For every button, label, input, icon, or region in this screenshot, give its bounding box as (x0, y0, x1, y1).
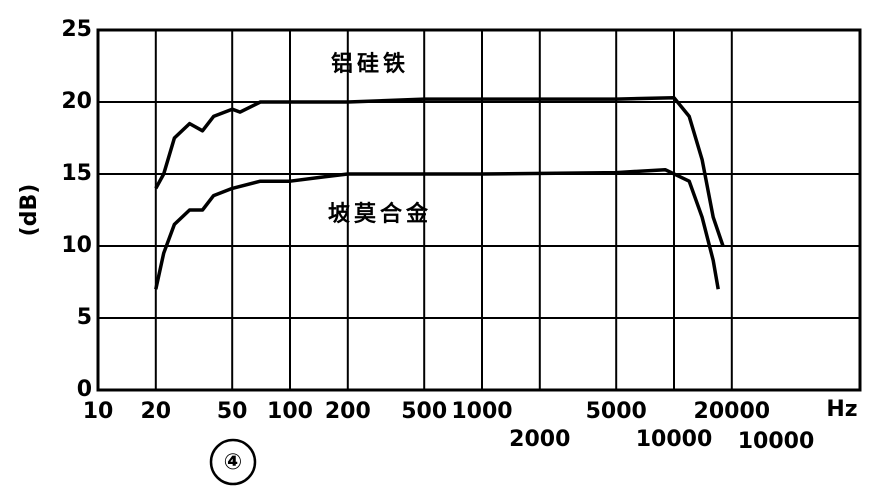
y-tick-label: 25 (61, 17, 92, 42)
x-tick-label: 20000 (694, 399, 771, 424)
x-tick-label: 100 (267, 399, 313, 424)
x-axis-label: Hz (826, 397, 857, 422)
x-tick-label: 10000 (636, 427, 713, 452)
circle (209, 438, 257, 486)
x-tick-label: 10 (83, 399, 114, 424)
x-tick-label: 50 (217, 399, 248, 424)
series-label: 坡莫合金 (328, 201, 432, 227)
x-tick-label: 500 (401, 399, 447, 424)
y-tick-label: 15 (61, 161, 92, 186)
line (154, 95, 725, 247)
y-axis-label: (dB) (17, 184, 42, 237)
x-tick-label: 2000 (509, 427, 570, 452)
x-tick-label: 20 (140, 399, 171, 424)
y-tick-label: 10 (61, 233, 92, 258)
plot-frame (96, 28, 862, 392)
x-tick-label: 1000 (451, 399, 512, 424)
annotation: 10000 (738, 429, 815, 454)
y-tick-label: 5 (77, 305, 92, 330)
x-tick-label: 200 (325, 399, 371, 424)
line (154, 167, 720, 290)
x-tick-label: 5000 (586, 399, 647, 424)
y-tick-label: 0 (77, 377, 92, 402)
y-tick-label: 20 (61, 89, 92, 114)
series-label: 铝硅铁 (331, 51, 409, 77)
annotation: ④ (224, 450, 243, 475)
